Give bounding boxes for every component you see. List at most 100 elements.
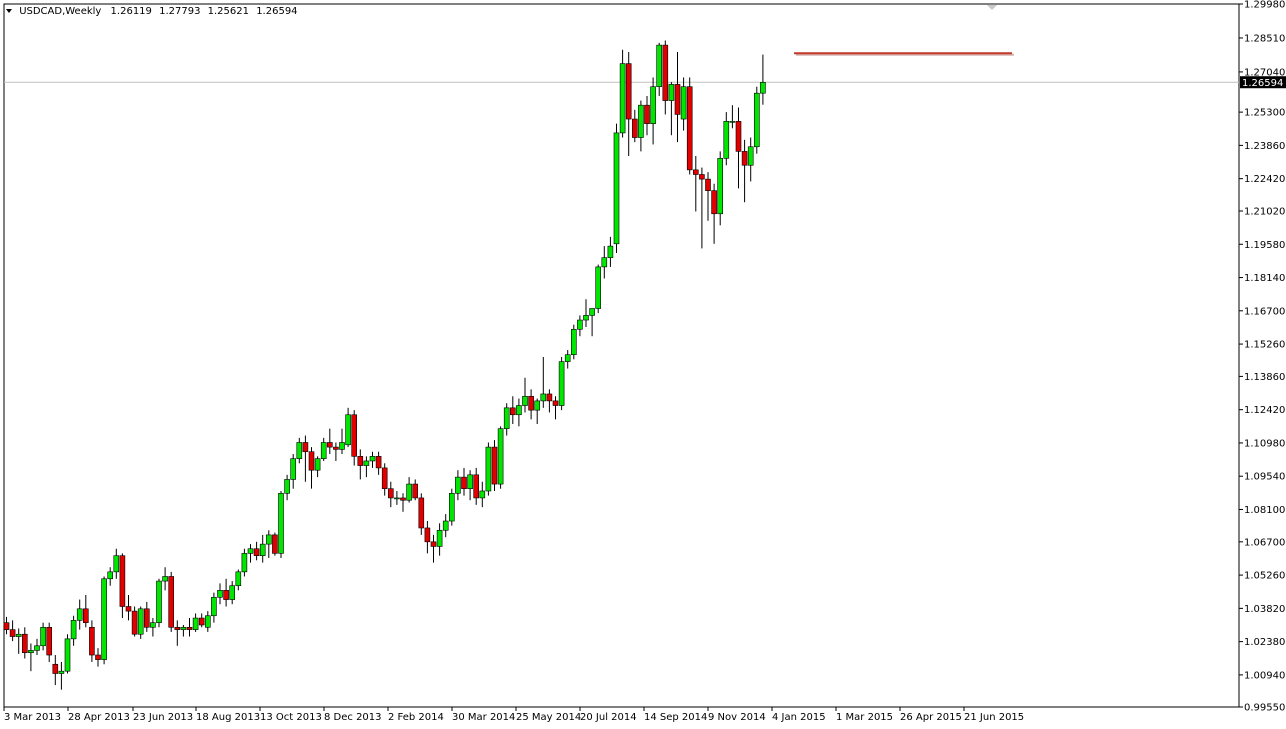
candle[interactable] <box>461 467 467 496</box>
candle[interactable] <box>302 435 309 482</box>
candle[interactable] <box>150 618 156 637</box>
candle[interactable] <box>387 481 394 508</box>
candle[interactable] <box>198 613 205 628</box>
candle[interactable] <box>644 95 650 136</box>
candle[interactable] <box>357 449 364 480</box>
candle[interactable] <box>674 52 681 143</box>
candle[interactable] <box>406 477 412 503</box>
candle[interactable] <box>144 601 150 632</box>
candle[interactable] <box>692 156 699 212</box>
candle[interactable] <box>278 490 284 558</box>
candle[interactable] <box>15 628 22 654</box>
candle[interactable] <box>491 440 498 491</box>
candle[interactable] <box>473 467 480 505</box>
candle[interactable] <box>625 52 632 157</box>
candle[interactable] <box>351 410 358 466</box>
candle[interactable] <box>89 620 95 662</box>
candle[interactable] <box>570 324 577 360</box>
candle[interactable] <box>247 544 254 563</box>
candle[interactable] <box>699 167 705 249</box>
candle[interactable] <box>137 606 144 639</box>
candle[interactable] <box>326 428 333 455</box>
candle[interactable] <box>259 534 266 563</box>
candle[interactable] <box>101 576 107 665</box>
candle[interactable] <box>76 599 83 630</box>
candle[interactable] <box>58 661 65 690</box>
candle[interactable] <box>381 463 388 496</box>
candle[interactable] <box>638 100 644 152</box>
candle[interactable] <box>320 437 327 461</box>
candle[interactable] <box>3 616 10 635</box>
candle[interactable] <box>375 451 382 475</box>
candle[interactable] <box>613 123 620 254</box>
candle[interactable] <box>28 643 34 672</box>
candle[interactable] <box>540 357 547 408</box>
candle[interactable] <box>119 553 126 619</box>
candle[interactable] <box>272 532 278 556</box>
candle[interactable] <box>656 42 663 96</box>
candle[interactable] <box>253 541 260 561</box>
candle[interactable] <box>735 107 742 189</box>
candle[interactable] <box>113 548 120 579</box>
candle[interactable] <box>70 615 77 646</box>
candle[interactable] <box>369 451 376 468</box>
candle[interactable] <box>442 514 449 538</box>
candle[interactable] <box>9 620 16 642</box>
candle[interactable] <box>479 481 486 508</box>
candle[interactable] <box>40 622 46 651</box>
candle[interactable] <box>400 493 406 512</box>
candle[interactable] <box>168 571 174 632</box>
candle[interactable] <box>205 611 211 632</box>
candle[interactable] <box>747 137 754 182</box>
candle[interactable] <box>186 618 193 637</box>
candle[interactable] <box>290 454 297 489</box>
candle[interactable] <box>34 638 40 656</box>
candle[interactable] <box>345 407 351 448</box>
candle[interactable] <box>211 592 217 623</box>
candle[interactable] <box>558 357 565 411</box>
candle[interactable] <box>284 474 290 501</box>
candle[interactable] <box>497 426 504 489</box>
candle[interactable] <box>516 398 522 427</box>
candle[interactable] <box>601 246 608 279</box>
candle[interactable] <box>729 105 736 129</box>
candle[interactable] <box>619 49 626 138</box>
candle[interactable] <box>314 456 321 478</box>
candle[interactable] <box>455 470 461 501</box>
candle[interactable] <box>229 581 235 605</box>
candle[interactable] <box>577 315 583 337</box>
candle[interactable] <box>192 613 199 632</box>
candle[interactable] <box>156 578 162 628</box>
candle[interactable] <box>412 479 419 501</box>
candle[interactable] <box>631 109 638 143</box>
candle[interactable] <box>180 624 187 637</box>
candle[interactable] <box>125 594 132 621</box>
candle[interactable] <box>107 567 113 586</box>
candle[interactable] <box>162 567 168 591</box>
candle[interactable] <box>741 139 748 203</box>
dropdown-arrow-icon[interactable] <box>6 9 12 13</box>
candle[interactable] <box>217 583 223 605</box>
candle[interactable] <box>503 403 510 436</box>
candle[interactable] <box>650 77 656 145</box>
candle[interactable] <box>546 389 553 413</box>
candle[interactable] <box>95 648 101 667</box>
candle[interactable] <box>83 594 89 628</box>
candle[interactable] <box>235 569 242 591</box>
candle[interactable] <box>436 523 443 556</box>
candle[interactable] <box>296 437 303 464</box>
candle[interactable] <box>680 77 687 131</box>
candle[interactable] <box>21 627 28 659</box>
candle[interactable] <box>528 389 534 420</box>
candle[interactable] <box>552 396 559 420</box>
candle[interactable] <box>131 606 138 637</box>
candle[interactable] <box>46 622 53 662</box>
candle[interactable] <box>509 396 516 424</box>
candle[interactable] <box>705 172 711 221</box>
candle[interactable] <box>583 299 589 327</box>
candle[interactable] <box>174 620 181 646</box>
candle[interactable] <box>363 456 370 478</box>
candle[interactable] <box>394 490 400 505</box>
candle[interactable] <box>308 447 315 489</box>
